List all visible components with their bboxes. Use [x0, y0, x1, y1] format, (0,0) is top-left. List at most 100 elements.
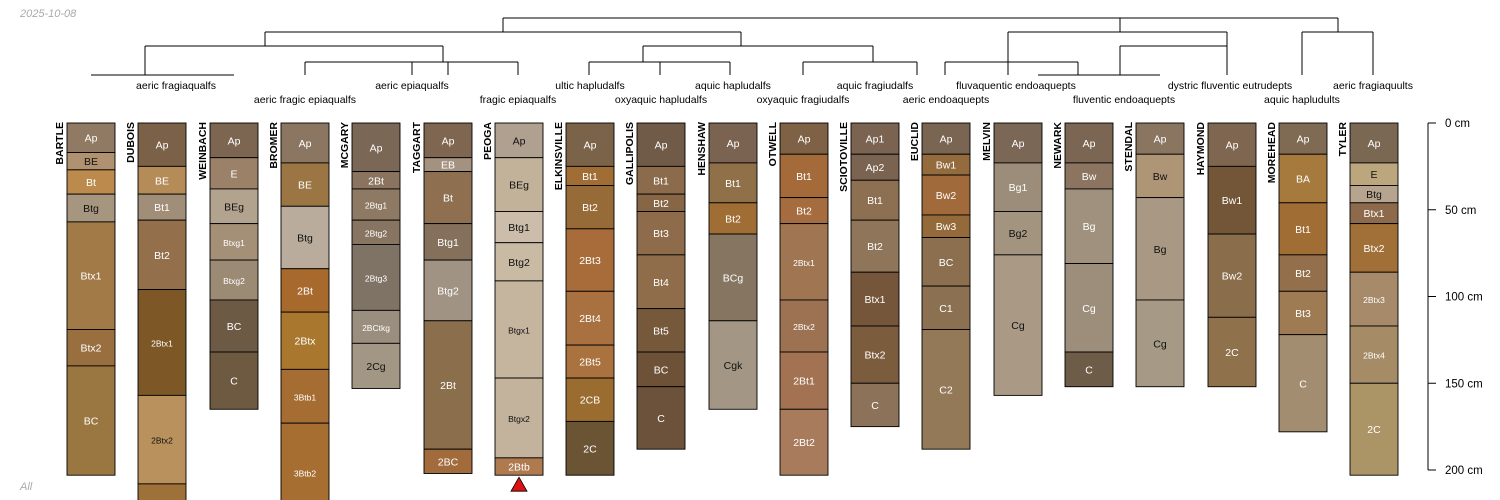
horizon-band: [636, 351, 686, 388]
horizon-label: Bt1: [725, 178, 741, 190]
horizon-band: [993, 211, 1043, 256]
horizon-label: 2Bt5: [579, 357, 601, 369]
horizon-band: [921, 174, 971, 216]
taxon-label-aeric-fragic-epiaqualfs: aeric fragic epiaqualfs: [254, 94, 356, 106]
horizon-label: Ap: [228, 135, 241, 147]
horizon-band: [494, 280, 544, 379]
horizon-label: C1: [939, 303, 953, 315]
horizon-label: E: [230, 168, 237, 180]
horizon-label: Bt1: [1295, 224, 1311, 236]
horizon-band: [708, 162, 758, 204]
horizon-band: [708, 320, 758, 410]
horizon-label: Bw3: [936, 221, 957, 233]
horizon-band: [1207, 165, 1257, 235]
horizon-label: Bg1: [1009, 182, 1028, 194]
horizon-label: Ap: [1012, 138, 1025, 150]
horizon-label: Ap: [1083, 138, 1096, 150]
horizon-label: Btgx1: [508, 325, 530, 335]
horizon-label: BCg: [723, 272, 744, 284]
horizon-band: [423, 122, 473, 159]
taxon-label-fluvaquentic-endoaquepts: fluvaquentic endoaquepts: [956, 80, 1076, 92]
profile-name: PEOGA: [482, 122, 494, 160]
horizon-label: Cg: [1082, 303, 1096, 315]
horizon-label: Bt2: [867, 241, 883, 253]
horizon-label: Bt1: [582, 171, 598, 183]
horizon-band: [66, 329, 116, 367]
horizon-band: [850, 179, 900, 221]
horizon-label: 2Btg1: [365, 201, 387, 211]
horizon-label: 2Btx2: [793, 322, 815, 332]
horizon-band: [921, 329, 971, 450]
horizon-label: E: [1370, 169, 1377, 181]
horizon-label: Bg: [1154, 244, 1167, 256]
profile-name: TAGGART: [411, 121, 423, 173]
horizon-label: Btg1: [437, 237, 459, 249]
horizon-band: [1064, 351, 1114, 388]
horizon-label: Btx1: [864, 294, 885, 306]
horizon-label: 2Btx3: [1363, 295, 1385, 305]
horizon-label: 2BCtkg: [362, 323, 390, 333]
horizon-label: Btg1: [508, 222, 530, 234]
horizon-label: Ap2: [866, 162, 885, 174]
horizon-label: 2C: [1367, 424, 1381, 436]
horizon-label: Ap: [513, 135, 526, 147]
horizon-label: Bw1: [936, 160, 957, 172]
horizon-band: [280, 162, 330, 207]
date-label: 2025-10-08: [20, 8, 77, 20]
horizon-label: Bw2: [936, 190, 957, 202]
profile-name: SCIOTOVILLE: [838, 122, 850, 192]
taxon-label-aquic-fragiudalfs: aquic fragiudalfs: [837, 80, 913, 92]
horizon-band: [1278, 334, 1328, 433]
horizon-band: [565, 420, 615, 476]
horizon-band: [423, 448, 473, 474]
horizon-band: [494, 457, 544, 476]
horizon-label: BA: [1296, 174, 1310, 186]
taxon-label-aeric-fragiaqualfs: aeric fragiaqualfs: [136, 80, 216, 92]
depth-tick-label: 150 cm: [1445, 378, 1483, 390]
horizon-label: Bt1: [867, 195, 883, 207]
horizon-label: 2Btx3: [151, 499, 173, 500]
horizon-label: 2Bt: [368, 175, 384, 187]
horizon-band: [850, 271, 900, 327]
horizon-band: [779, 351, 829, 410]
profile-name: WEINBACH: [197, 122, 209, 180]
horizon-label: 2Btb: [508, 462, 530, 474]
horizon-label: Bt3: [1295, 308, 1311, 320]
horizon-label: Bt2: [796, 206, 812, 218]
horizon-label: Ap: [655, 140, 668, 152]
horizon-label: C2: [939, 384, 953, 396]
horizon-band: [636, 165, 686, 195]
horizon-band: [636, 122, 686, 167]
profile-name: DUBOIS: [125, 122, 137, 163]
horizon-band: [1278, 122, 1328, 155]
horizon-label: BE: [298, 180, 312, 192]
horizon-band: [209, 259, 259, 301]
horizon-band: [1207, 233, 1257, 318]
horizon-band: [850, 153, 900, 181]
horizon-label: Cg: [1011, 320, 1025, 332]
profile-name: MELVIN: [981, 122, 993, 161]
horizon-label: EB: [441, 160, 455, 172]
horizon-band: [1278, 254, 1328, 292]
horizon-band: [209, 122, 259, 159]
horizon-band: [921, 122, 971, 155]
horizon-label: BEg: [224, 201, 244, 213]
horizon-band: [66, 169, 116, 195]
horizon-label: BC: [654, 364, 669, 376]
horizon-label: Ap: [299, 138, 312, 150]
horizon-label: BC: [84, 416, 99, 428]
horizon-label: Btg: [83, 203, 99, 215]
horizon-band: [351, 219, 401, 245]
footer-label: All: [20, 481, 33, 493]
horizon-band: [993, 122, 1043, 164]
horizon-band: [850, 122, 900, 155]
horizon-band: [137, 483, 187, 500]
horizon-band: [993, 162, 1043, 212]
taxon-label-aeric-epiaqualfs: aeric epiaqualfs: [375, 80, 449, 92]
horizon-band: [993, 254, 1043, 396]
horizon-band: [209, 351, 259, 410]
taxon-label-aquic-hapludults: aquic hapludults: [1264, 94, 1340, 106]
horizon-band: [209, 157, 259, 190]
horizon-band: [137, 289, 187, 396]
